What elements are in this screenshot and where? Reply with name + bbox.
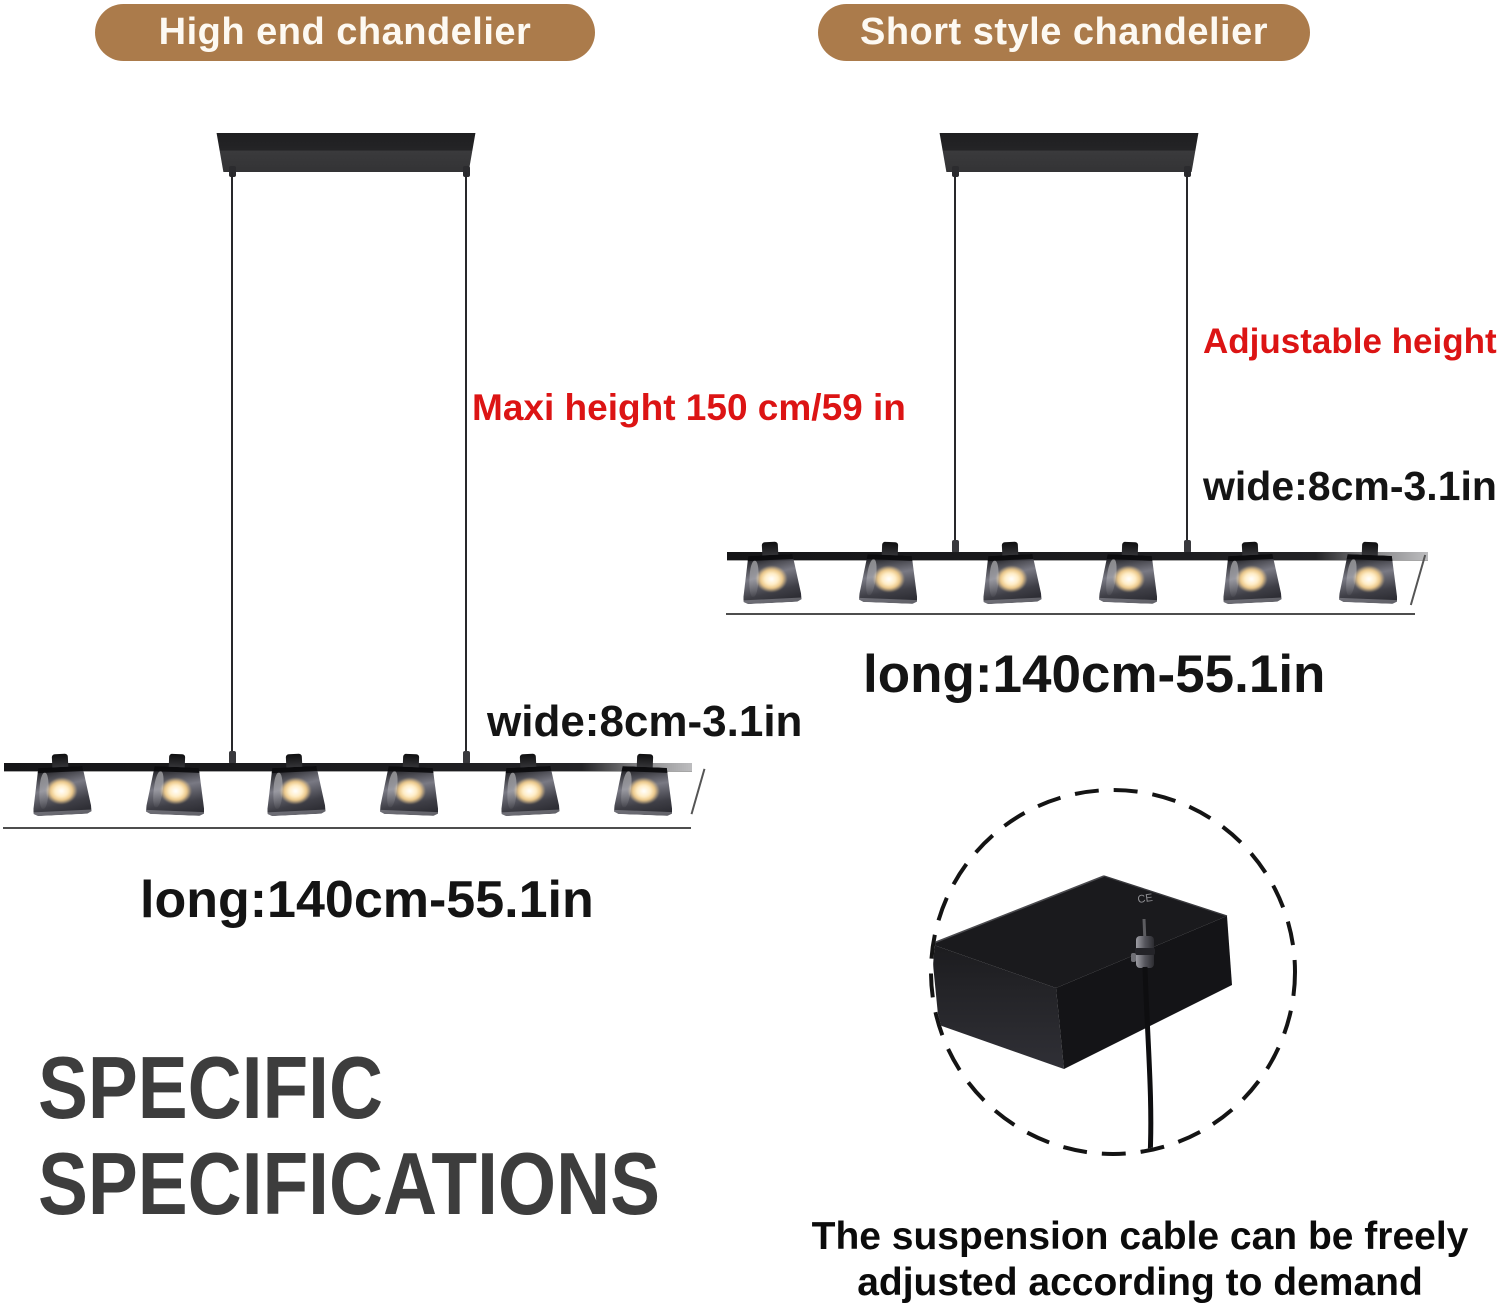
cable-gripper bbox=[952, 166, 959, 177]
width-label-right: wide:8cm-3.1in bbox=[1203, 463, 1497, 509]
fixture-bar-right bbox=[727, 552, 1428, 560]
lamp-shade bbox=[614, 753, 674, 817]
lamp-bulb-glow bbox=[1112, 564, 1146, 594]
lamp-bulb-glow bbox=[159, 776, 193, 806]
lamp-shade bbox=[981, 541, 1042, 606]
canopy-side-face bbox=[933, 944, 1064, 1069]
lamp-bulb-glow bbox=[512, 776, 547, 806]
lamp-shade bbox=[859, 541, 919, 605]
suspension-cable bbox=[1186, 172, 1188, 552]
lamp-bulb-glow bbox=[278, 776, 313, 806]
adjuster-screw bbox=[1131, 953, 1136, 962]
ceiling-canopy-left bbox=[216, 133, 476, 172]
lamp-shade bbox=[146, 753, 206, 817]
section-title-line2: SPECIFICATIONS bbox=[38, 1133, 661, 1233]
lamp-bulb-glow bbox=[872, 564, 906, 594]
lamp-shade bbox=[1221, 541, 1282, 606]
cable-gripper bbox=[1184, 166, 1191, 177]
fixture-bar-left bbox=[4, 763, 692, 771]
lamp-bulb-glow bbox=[754, 564, 789, 594]
width-label-left: wide:8cm-3.1in bbox=[487, 697, 803, 746]
cable-connector bbox=[229, 751, 236, 764]
suspension-cable bbox=[231, 172, 233, 763]
suspension-cable bbox=[954, 172, 956, 552]
ce-mark: CE bbox=[1137, 892, 1154, 906]
cable-connector bbox=[463, 751, 470, 764]
cable-connector bbox=[952, 540, 959, 553]
max-height-label: Maxi height 150 cm/59 in bbox=[472, 387, 906, 428]
length-label-left: long:140cm-55.1in bbox=[140, 871, 594, 929]
canopy-bottom-face bbox=[933, 876, 1227, 988]
lamp-bulb-glow bbox=[393, 776, 427, 806]
adjuster-band bbox=[1135, 948, 1155, 955]
lamp-shade bbox=[499, 753, 560, 818]
detail-caption: The suspension cable can be freely adjus… bbox=[790, 1214, 1490, 1305]
lamp-shade bbox=[380, 753, 440, 817]
dimension-tick bbox=[690, 768, 706, 815]
section-title-line1: SPECIFIC bbox=[38, 1038, 383, 1137]
badge-label: High end chandelier bbox=[158, 11, 532, 53]
caption-line2: adjusted according to demand bbox=[857, 1260, 1423, 1304]
badge-label: Short style chandelier bbox=[859, 11, 1268, 53]
dimension-line-long-right bbox=[726, 613, 1415, 615]
lamp-bulb-glow bbox=[627, 776, 661, 806]
lamp-bulb-glow bbox=[994, 564, 1029, 594]
canopy-edge-highlight bbox=[933, 875, 1105, 945]
cable-connector bbox=[1184, 540, 1191, 553]
dimension-line-long-left bbox=[3, 827, 691, 829]
cable-gripper bbox=[463, 166, 470, 177]
lamp-row-right bbox=[727, 541, 1430, 608]
caption-line1: The suspension cable can be freely bbox=[811, 1215, 1469, 1258]
adjustable-height-label: Adjustable height bbox=[1203, 322, 1497, 361]
badge-high-end-chandelier: High end chandelier bbox=[95, 4, 595, 61]
dashed-circle-border bbox=[929, 788, 1297, 1156]
lamp-shade bbox=[741, 541, 802, 606]
lamp-shade bbox=[1099, 541, 1159, 605]
canopy-edge-highlight bbox=[1103, 875, 1228, 917]
length-label-right: long:140cm-55.1in bbox=[863, 645, 1326, 704]
suspension-cable-detail bbox=[1142, 966, 1154, 1152]
canopy-detail-illustration: CE bbox=[929, 788, 1297, 1156]
lamp-shade bbox=[265, 753, 326, 818]
suspension-cable bbox=[465, 172, 467, 763]
lamp-bulb-glow bbox=[44, 776, 79, 806]
lamp-bulb-glow bbox=[1352, 564, 1386, 594]
lamp-row-left bbox=[4, 753, 692, 820]
badge-short-style-chandelier: Short style chandelier bbox=[818, 4, 1310, 61]
lamp-shade bbox=[31, 753, 92, 818]
lamp-shade bbox=[1339, 541, 1399, 605]
canopy-detail-circle: CE bbox=[926, 785, 1300, 1159]
ceiling-canopy-right bbox=[939, 133, 1199, 172]
cable-gripper bbox=[229, 166, 236, 177]
lamp-bulb-glow bbox=[1234, 564, 1269, 594]
section-title: SPECIFIC SPECIFICATIONS bbox=[38, 1040, 660, 1232]
